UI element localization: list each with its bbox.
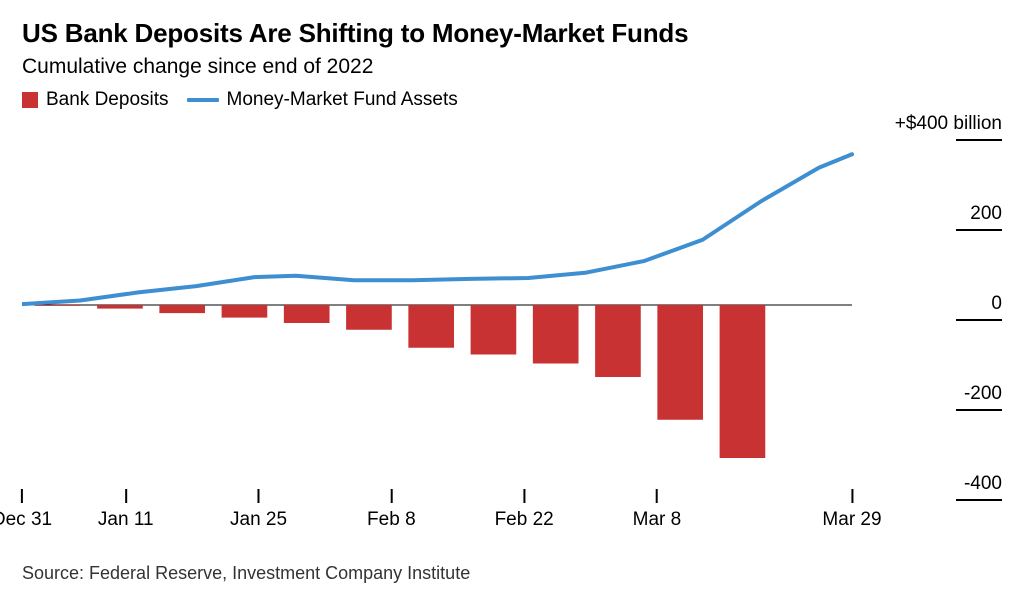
square-swatch-icon xyxy=(22,92,38,108)
x-tick-label: Feb 22 xyxy=(495,509,554,531)
x-tick-label: Dec 31 xyxy=(0,509,52,531)
y-tick-label: +$400 billion xyxy=(895,113,1002,135)
bar xyxy=(97,305,143,309)
bar xyxy=(346,305,392,330)
x-tick: Dec 31 xyxy=(0,489,52,531)
y-tick-mark xyxy=(956,139,1002,141)
bar xyxy=(657,305,703,420)
y-tick-label: -400 xyxy=(964,473,1002,495)
y-tick: +$400 billion xyxy=(895,113,1002,141)
y-tick-mark xyxy=(956,229,1002,231)
y-tick-label: 200 xyxy=(970,203,1002,225)
x-tick-label: Jan 11 xyxy=(98,509,154,531)
y-axis: +$400 billion2000-200-400 xyxy=(852,125,1002,485)
x-tick: Mar 29 xyxy=(822,489,881,531)
legend-label: Bank Deposits xyxy=(46,89,169,111)
bar xyxy=(471,305,517,355)
x-tick: Jan 25 xyxy=(230,489,287,531)
y-tick-label: 0 xyxy=(991,293,1002,315)
line-series xyxy=(22,154,852,304)
x-tick-mark xyxy=(523,489,525,503)
bar xyxy=(159,305,205,313)
bar xyxy=(222,305,268,318)
bar xyxy=(533,305,579,364)
legend: Bank Deposits Money-Market Fund Assets xyxy=(22,89,1002,111)
legend-label: Money-Market Fund Assets xyxy=(227,89,458,111)
bar xyxy=(720,305,766,458)
x-tick-label: Feb 8 xyxy=(367,509,416,531)
x-tick-mark xyxy=(656,489,658,503)
chart-container: US Bank Deposits Are Shifting to Money-M… xyxy=(0,0,1024,598)
x-tick-label: Mar 29 xyxy=(822,509,881,531)
x-tick-mark xyxy=(258,489,260,503)
x-tick: Jan 11 xyxy=(98,489,154,531)
x-tick-mark xyxy=(851,489,853,503)
bar xyxy=(284,305,330,323)
x-tick-label: Jan 25 xyxy=(230,509,287,531)
bar xyxy=(408,305,454,348)
x-tick-label: Mar 8 xyxy=(633,509,682,531)
x-tick-mark xyxy=(390,489,392,503)
y-tick-mark xyxy=(956,319,1002,321)
y-tick: 0 xyxy=(956,293,1002,321)
x-axis: Dec 31Jan 11Jan 25Feb 8Feb 22Mar 8Mar 29 xyxy=(22,489,852,537)
bar xyxy=(35,305,81,306)
y-tick: 200 xyxy=(956,203,1002,231)
y-tick: -400 xyxy=(956,473,1002,501)
chart-subtitle: Cumulative change since end of 2022 xyxy=(22,55,1002,79)
chart-title: US Bank Deposits Are Shifting to Money-M… xyxy=(22,18,1002,49)
chart-source: Source: Federal Reserve, Investment Comp… xyxy=(22,563,470,584)
chart-plot-area: +$400 billion2000-200-400 Dec 31Jan 11Ja… xyxy=(22,125,1002,485)
y-tick-label: -200 xyxy=(964,383,1002,405)
legend-item-money-market: Money-Market Fund Assets xyxy=(187,89,458,111)
x-tick: Feb 22 xyxy=(495,489,554,531)
x-tick-mark xyxy=(125,489,127,503)
y-tick-mark xyxy=(956,499,1002,501)
legend-item-bank-deposits: Bank Deposits xyxy=(22,89,169,111)
y-tick: -200 xyxy=(956,383,1002,411)
x-tick-mark xyxy=(21,489,23,503)
line-swatch-icon xyxy=(187,98,219,102)
x-tick: Feb 8 xyxy=(367,489,416,531)
bar xyxy=(595,305,641,377)
y-tick-mark xyxy=(956,409,1002,411)
x-tick: Mar 8 xyxy=(633,489,682,531)
